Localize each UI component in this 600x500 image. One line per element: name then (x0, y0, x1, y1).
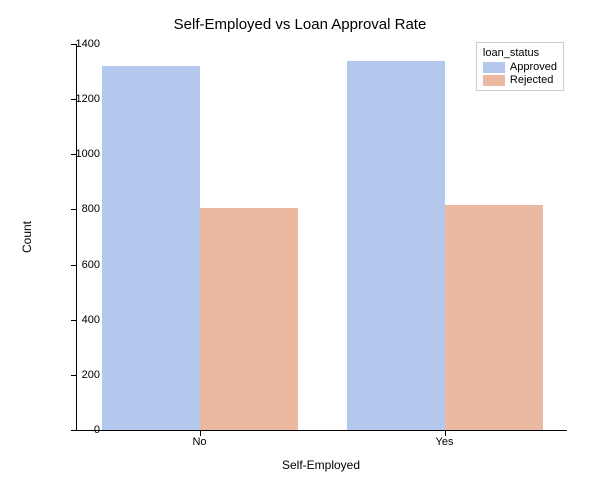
bar (102, 66, 200, 430)
y-tick-label: 200 (82, 369, 100, 381)
chart-title: Self-Employed vs Loan Approval Rate (0, 16, 600, 33)
y-tick-label: 800 (82, 203, 100, 215)
bar (200, 208, 298, 430)
y-tick-label: 0 (94, 424, 100, 436)
y-tick (71, 430, 77, 431)
legend-title: loan_status (483, 47, 557, 59)
y-tick-label: 1200 (76, 93, 100, 105)
x-tick-label: No (192, 436, 206, 448)
y-tick (71, 375, 77, 376)
y-tick-label: 400 (82, 314, 100, 326)
y-axis-label: Count (20, 44, 34, 430)
bar (445, 205, 543, 430)
legend-item-approved: Approved (483, 61, 557, 73)
legend: loan_status Approved Rejected (476, 42, 564, 91)
y-tick-label: 1000 (76, 148, 100, 160)
x-axis-label: Self-Employed (76, 458, 566, 472)
y-tick (71, 320, 77, 321)
y-tick (71, 265, 77, 266)
y-tick-label: 1400 (76, 38, 100, 50)
legend-item-rejected: Rejected (483, 74, 557, 86)
y-tick-label: 600 (82, 259, 100, 271)
chart-container: Self-Employed vs Loan Approval Rate Coun… (0, 0, 600, 500)
legend-label-approved: Approved (510, 61, 557, 73)
legend-swatch-rejected (483, 75, 505, 86)
legend-label-rejected: Rejected (510, 74, 553, 86)
legend-swatch-approved (483, 62, 505, 73)
bar (347, 61, 445, 430)
y-tick (71, 209, 77, 210)
plot-area: NoYes (76, 44, 567, 431)
x-tick-label: Yes (436, 436, 454, 448)
